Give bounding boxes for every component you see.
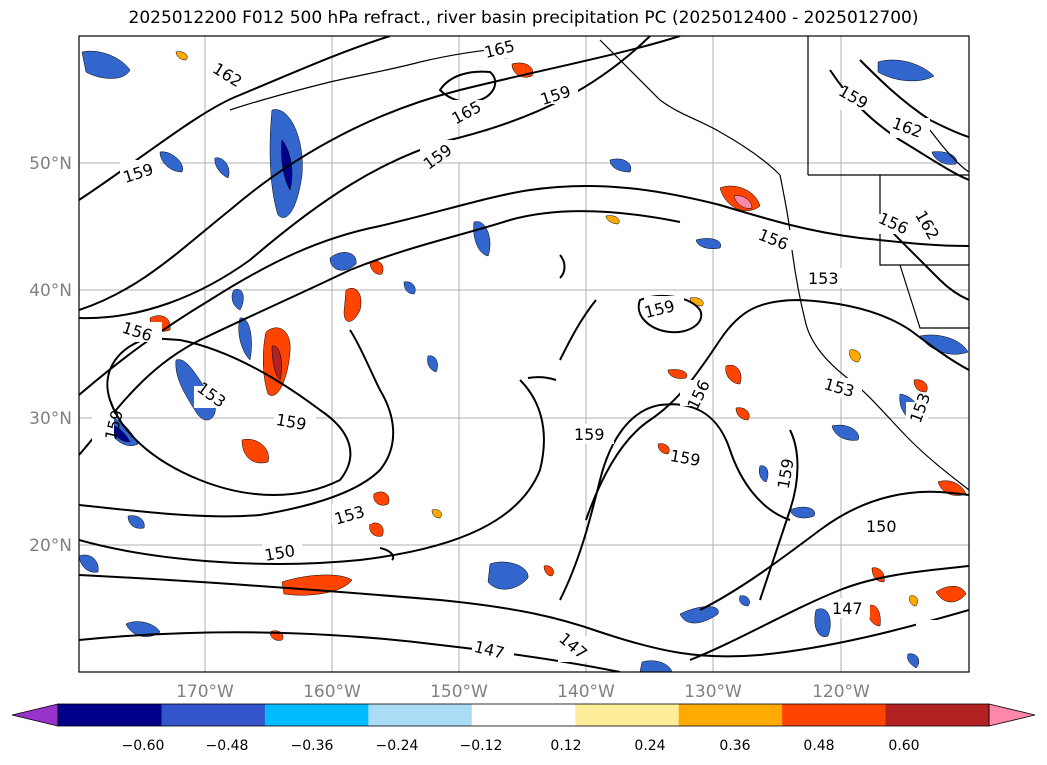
map-panel: 165 162 159 165 159 162 159 159 162 156 …	[79, 36, 969, 672]
colorbar-tick-label: −0.36	[291, 738, 334, 754]
contour-label: 159	[574, 425, 605, 444]
colorbar-tick-label: 0.60	[888, 738, 919, 754]
colorbar-tick-label: −0.60	[122, 738, 165, 754]
contour-label: 147	[832, 599, 863, 618]
colorbar-segment	[368, 704, 473, 726]
colorbar-segment	[885, 704, 990, 726]
lon-label: 130°W	[684, 682, 742, 702]
lat-label: 20°N	[29, 536, 72, 556]
colorbar-extend-low	[11, 703, 59, 727]
colorbar-tick-label: −0.24	[376, 738, 419, 754]
colorbar-tick-label: 0.36	[719, 738, 750, 754]
colorbar	[11, 703, 1036, 727]
colorbar-segment	[678, 704, 783, 726]
lon-label: 120°W	[812, 682, 870, 702]
colorbar-segment	[58, 704, 162, 726]
colorbar-tick-labels: −0.60 −0.48 −0.36 −0.24 −0.12 0.12 0.24 …	[122, 738, 920, 754]
colorbar-tick-label: 0.12	[550, 738, 581, 754]
colorbar-extend-high	[988, 703, 1036, 727]
contour-label: 153	[808, 269, 839, 288]
colorbar-segment	[471, 704, 576, 726]
colorbar-segment	[264, 704, 369, 726]
lon-label: 150°W	[430, 682, 488, 702]
lon-label: 170°W	[176, 682, 234, 702]
graticule	[79, 36, 969, 672]
colorbar-tick-label: 0.24	[634, 738, 665, 754]
colorbar-segment	[161, 704, 266, 726]
lon-axis-labels: 170°W 160°W 150°W 140°W 130°W 120°W	[176, 682, 870, 702]
lon-label: 160°W	[303, 682, 361, 702]
map-frame	[78, 35, 970, 673]
contour-label: 150	[866, 517, 897, 536]
map-title: 2025012200 F012 500 hPa refract., river …	[128, 8, 919, 28]
colorbar-tick-label: −0.12	[460, 738, 503, 754]
lon-label: 140°W	[557, 682, 615, 702]
contour-label-backgrounds	[92, 38, 946, 662]
lat-label: 40°N	[29, 281, 72, 301]
colorbar-tick-label: 0.48	[803, 738, 834, 754]
colorbar-segment	[782, 704, 887, 726]
lat-axis-labels: 50°N 40°N 30°N 20°N	[29, 154, 72, 556]
lat-label: 30°N	[29, 409, 72, 429]
colorbar-frame	[57, 703, 990, 727]
colorbar-tick-label: −0.48	[206, 738, 249, 754]
colorbar-segment	[575, 704, 680, 726]
lat-label: 50°N	[29, 154, 72, 174]
